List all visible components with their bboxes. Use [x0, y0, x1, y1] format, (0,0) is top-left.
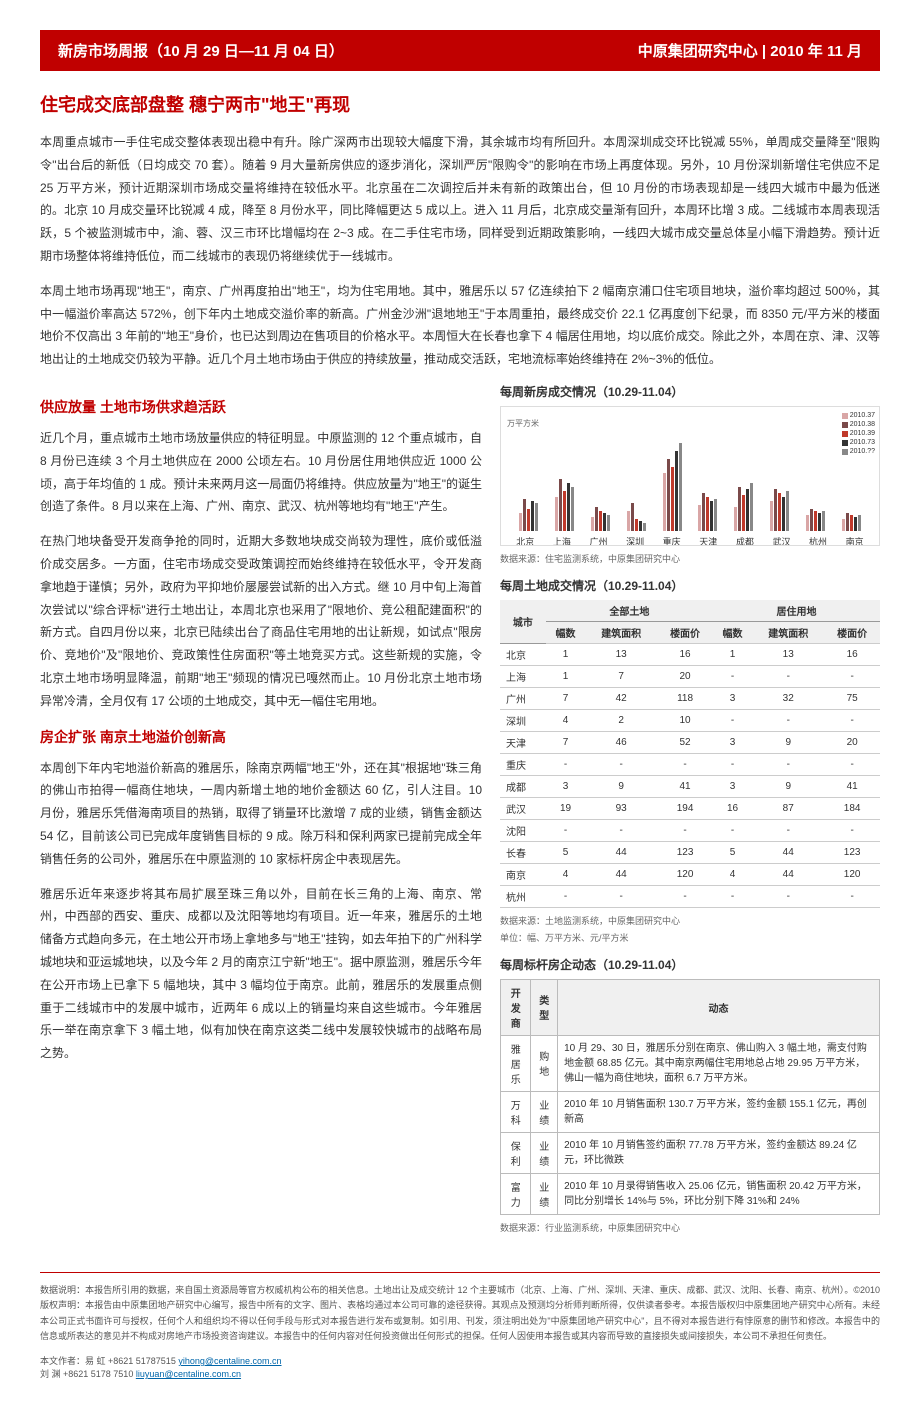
group-residential: 居住用地	[713, 600, 880, 622]
table-row: 天津746523920	[500, 731, 880, 753]
table-row: 长春544123544123	[500, 841, 880, 863]
chart-legend: 2010.372010.382010.392010.732010.??	[842, 411, 875, 456]
author-email[interactable]: yihong@centaline.com.cn	[178, 1356, 281, 1366]
table-row: 武汉19931941687184	[500, 797, 880, 819]
section1-p2: 在热门地块备受开发商争抢的同时，近期大多数地块成交尚较为理性，底价或低溢价成交居…	[40, 530, 482, 712]
section1-p1: 近几个月，重点城市土地市场放量供应的特征明显。中原监测的 12 个重点城市，自 …	[40, 427, 482, 518]
table-row: 万科业绩2010 年 10 月销售面积 130.7 万平方米，签约金额 155.…	[501, 1091, 880, 1132]
land-transaction-table: 城市 全部土地 居住用地 幅数建筑面积楼面价幅数建筑面积楼面价 北京113161…	[500, 600, 880, 908]
report-header: 新房市场周报（10 月 29 日—11 月 04 日） 中原集团研究中心 | 2…	[40, 30, 880, 71]
table-row: 广州74211833275	[500, 687, 880, 709]
table-row: 成都39413941	[500, 775, 880, 797]
section2-title: 房企扩张 南京土地溢价创新高	[40, 727, 482, 747]
section1-title: 供应放量 土地市场供求趋活跃	[40, 397, 482, 417]
section2-p1: 本周创下年内宅地溢价新高的雅居乐，除南京两幅"地王"外，还在其"根据地"珠三角的…	[40, 757, 482, 871]
section2-p2: 雅居乐近年来逐步将其布局扩展至珠三角以外，目前在长三角的上海、南京、常州，中西部…	[40, 883, 482, 1065]
weekly-sales-chart: 万平方米 2010.372010.382010.392010.732010.??…	[500, 406, 880, 546]
intro-para-1: 本周重点城市一手住宅成交整体表现出稳中有升。除广深两市出现较大幅度下滑，其余城市…	[40, 131, 880, 268]
table-row: 杭州------	[500, 885, 880, 907]
table-row: 南京444120444120	[500, 863, 880, 885]
main-title: 住宅成交底部盘整 穗宁两市"地王"再现	[40, 91, 880, 117]
developer-activity-table: 开发商类型动态 雅居乐购地10 月 29、30 日，雅居乐分别在南京、佛山购入 …	[500, 979, 880, 1215]
author-block: 本文作者：易 虹 +8621 51787515 yihong@centaline…	[40, 1354, 880, 1380]
chart-x-labels: 北京上海广州深圳重庆天津成都武汉杭州南京	[507, 535, 873, 546]
col-city: 城市	[500, 600, 546, 644]
dev-table-title: 每周标杆房企动态（10.29-11.04）	[500, 956, 880, 973]
table-row: 富力业绩2010 年 10 月录得销售收入 25.06 亿元，销售面积 20.4…	[501, 1173, 880, 1214]
table-row: 保利业绩2010 年 10 月销售签约面积 77.78 万平方米，签约金额达 8…	[501, 1132, 880, 1173]
disclaimer: 数据说明：本报告所引用的数据，来自国土资源局等官方权威机构公布的相关信息。土地出…	[40, 1272, 880, 1344]
table-row: 雅居乐购地10 月 29、30 日，雅居乐分别在南京、佛山购入 3 幅土地，需支…	[501, 1035, 880, 1091]
header-left: 新房市场周报（10 月 29 日—11 月 04 日）	[58, 40, 344, 61]
table-row: 北京1131611316	[500, 643, 880, 665]
land-source: 数据来源：土地监测系统，中原集团研究中心	[500, 914, 880, 927]
author-email[interactable]: liuyuan@centaline.com.cn	[136, 1369, 241, 1379]
table-row: 沈阳------	[500, 819, 880, 841]
table-row: 上海1720---	[500, 665, 880, 687]
intro-para-2: 本周土地市场再现"地王"，南京、广州再度拍出"地王"，均为住宅用地。其中，雅居乐…	[40, 280, 880, 371]
chart-bars	[507, 431, 873, 531]
chart-title: 每周新房成交情况（10.29-11.04）	[500, 383, 880, 400]
header-right: 中原集团研究中心 | 2010 年 11 月	[638, 40, 862, 61]
table-row: 重庆------	[500, 753, 880, 775]
group-all-land: 全部土地	[546, 600, 713, 622]
dev-source: 数据来源：行业监测系统，中原集团研究中心	[500, 1221, 880, 1234]
chart-y-label: 万平方米	[507, 419, 539, 428]
land-table-title: 每周土地成交情况（10.29-11.04）	[500, 577, 880, 594]
chart-source: 数据来源：住宅监测系统，中原集团研究中心	[500, 552, 880, 565]
land-unit: 单位：幅、万平方米、元/平方米	[500, 931, 880, 944]
table-row: 深圳4210---	[500, 709, 880, 731]
